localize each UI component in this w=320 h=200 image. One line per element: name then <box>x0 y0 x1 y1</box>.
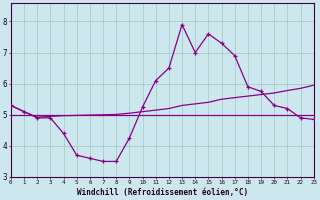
X-axis label: Windchill (Refroidissement éolien,°C): Windchill (Refroidissement éolien,°C) <box>77 188 248 197</box>
